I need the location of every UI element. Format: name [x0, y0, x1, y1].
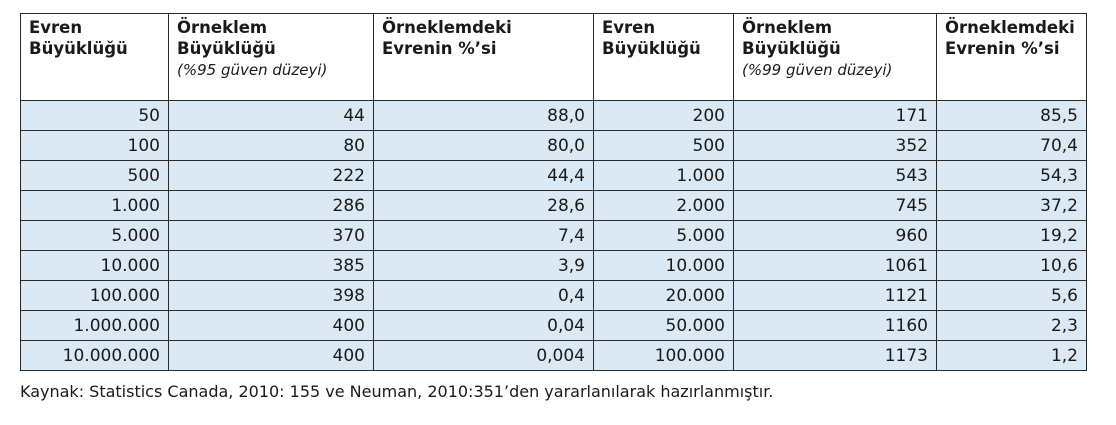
cell-sample-99: 1061 [733, 250, 937, 281]
header-text: Örneklem [177, 18, 268, 37]
table-row: 10.000.000 400 0,004 100.000 1173 1,2 [20, 340, 1087, 371]
header-sample-percent-99: Örneklemdeki Evrenin %’si [936, 13, 1087, 101]
cell-percent-95: 88,0 [373, 100, 594, 131]
cell-percent-95: 44,4 [373, 160, 594, 191]
table-row: 5.000 370 7,4 5.000 960 19,2 [20, 220, 1087, 251]
cell-population-95: 10.000 [20, 250, 169, 281]
cell-sample-95: 370 [168, 220, 374, 251]
cell-sample-95: 222 [168, 160, 374, 191]
header-text: Büyüklüğü [29, 39, 128, 58]
cell-percent-95: 80,0 [373, 130, 594, 161]
cell-sample-99: 352 [733, 130, 937, 161]
cell-population-95: 500 [20, 160, 169, 191]
header-text: Evren [29, 18, 83, 37]
cell-percent-95: 0,4 [373, 280, 594, 311]
cell-percent-99: 37,2 [936, 190, 1087, 221]
cell-population-99: 100.000 [593, 340, 734, 371]
cell-sample-95: 400 [168, 310, 374, 341]
header-text: Evrenin %’si [382, 39, 497, 58]
sample-size-table-container: Evren Büyüklüğü Örneklem Büyüklüğü (%95 … [20, 13, 1087, 371]
cell-percent-95: 28,6 [373, 190, 594, 221]
table-row: 1.000.000 400 0,04 50.000 1160 2,3 [20, 310, 1087, 341]
cell-sample-99: 1160 [733, 310, 937, 341]
cell-percent-99: 2,3 [936, 310, 1087, 341]
header-population-size-95: Evren Büyüklüğü [20, 13, 169, 101]
cell-population-99: 500 [593, 130, 734, 161]
cell-percent-99: 19,2 [936, 220, 1087, 251]
cell-sample-99: 960 [733, 220, 937, 251]
header-text: Evrenin %’si [945, 39, 1060, 58]
cell-population-99: 10.000 [593, 250, 734, 281]
cell-percent-99: 85,5 [936, 100, 1087, 131]
cell-sample-95: 286 [168, 190, 374, 221]
table-row: 1.000 286 28,6 2.000 745 37,2 [20, 190, 1087, 221]
header-text: Evren [602, 18, 656, 37]
cell-percent-99: 10,6 [936, 250, 1087, 281]
header-text: Örneklem [742, 18, 833, 37]
table-body: 50 44 88,0 200 171 85,5 100 80 80,0 500 352 70,4 500… [20, 100, 1087, 371]
header-confidence-level: (%99 güven düzeyi) [742, 61, 893, 79]
cell-percent-95: 3,9 [373, 250, 594, 281]
cell-sample-95: 385 [168, 250, 374, 281]
cell-percent-99: 1,2 [936, 340, 1087, 371]
header-sample-percent-95: Örneklemdeki Evrenin %’si [373, 13, 594, 101]
cell-sample-95: 398 [168, 280, 374, 311]
cell-population-95: 1.000 [20, 190, 169, 221]
cell-population-99: 5.000 [593, 220, 734, 251]
cell-population-95: 100.000 [20, 280, 169, 311]
cell-percent-99: 54,3 [936, 160, 1087, 191]
header-text: Örneklemdeki [945, 18, 1075, 37]
cell-population-99: 1.000 [593, 160, 734, 191]
cell-sample-99: 543 [733, 160, 937, 191]
cell-population-95: 1.000.000 [20, 310, 169, 341]
cell-population-99: 200 [593, 100, 734, 131]
header-sample-size-99: Örneklem Büyüklüğü (%99 güven düzeyi) [733, 13, 937, 101]
cell-population-99: 50.000 [593, 310, 734, 341]
header-population-size-99: Evren Büyüklüğü [593, 13, 734, 101]
header-row: Evren Büyüklüğü Örneklem Büyüklüğü (%95 … [20, 13, 1087, 101]
table-row: 500 222 44,4 1.000 543 54,3 [20, 160, 1087, 191]
cell-sample-99: 745 [733, 190, 937, 221]
table-row: 10.000 385 3,9 10.000 1061 10,6 [20, 250, 1087, 281]
table-row: 100 80 80,0 500 352 70,4 [20, 130, 1087, 161]
cell-population-95: 10.000.000 [20, 340, 169, 371]
cell-sample-99: 1173 [733, 340, 937, 371]
header-text: Büyüklüğü [742, 39, 841, 58]
cell-percent-95: 0,004 [373, 340, 594, 371]
cell-population-99: 20.000 [593, 280, 734, 311]
header-text: Örneklemdeki [382, 18, 512, 37]
cell-population-95: 50 [20, 100, 169, 131]
cell-percent-95: 7,4 [373, 220, 594, 251]
sample-size-table: Evren Büyüklüğü Örneklem Büyüklüğü (%95 … [20, 13, 1087, 371]
cell-sample-95: 400 [168, 340, 374, 371]
cell-sample-95: 80 [168, 130, 374, 161]
table-row: 50 44 88,0 200 171 85,5 [20, 100, 1087, 131]
header-sample-size-95: Örneklem Büyüklüğü (%95 güven düzeyi) [168, 13, 374, 101]
cell-sample-95: 44 [168, 100, 374, 131]
cell-percent-99: 70,4 [936, 130, 1087, 161]
table-row: 100.000 398 0,4 20.000 1121 5,6 [20, 280, 1087, 311]
cell-population-95: 5.000 [20, 220, 169, 251]
source-note: Kaynak: Statistics Canada, 2010: 155 ve … [20, 382, 774, 401]
cell-population-99: 2.000 [593, 190, 734, 221]
header-confidence-level: (%95 güven düzeyi) [177, 61, 328, 79]
cell-sample-99: 171 [733, 100, 937, 131]
header-text: Büyüklüğü [177, 39, 276, 58]
cell-percent-99: 5,6 [936, 280, 1087, 311]
cell-percent-95: 0,04 [373, 310, 594, 341]
header-text: Büyüklüğü [602, 39, 701, 58]
cell-population-95: 100 [20, 130, 169, 161]
cell-sample-99: 1121 [733, 280, 937, 311]
